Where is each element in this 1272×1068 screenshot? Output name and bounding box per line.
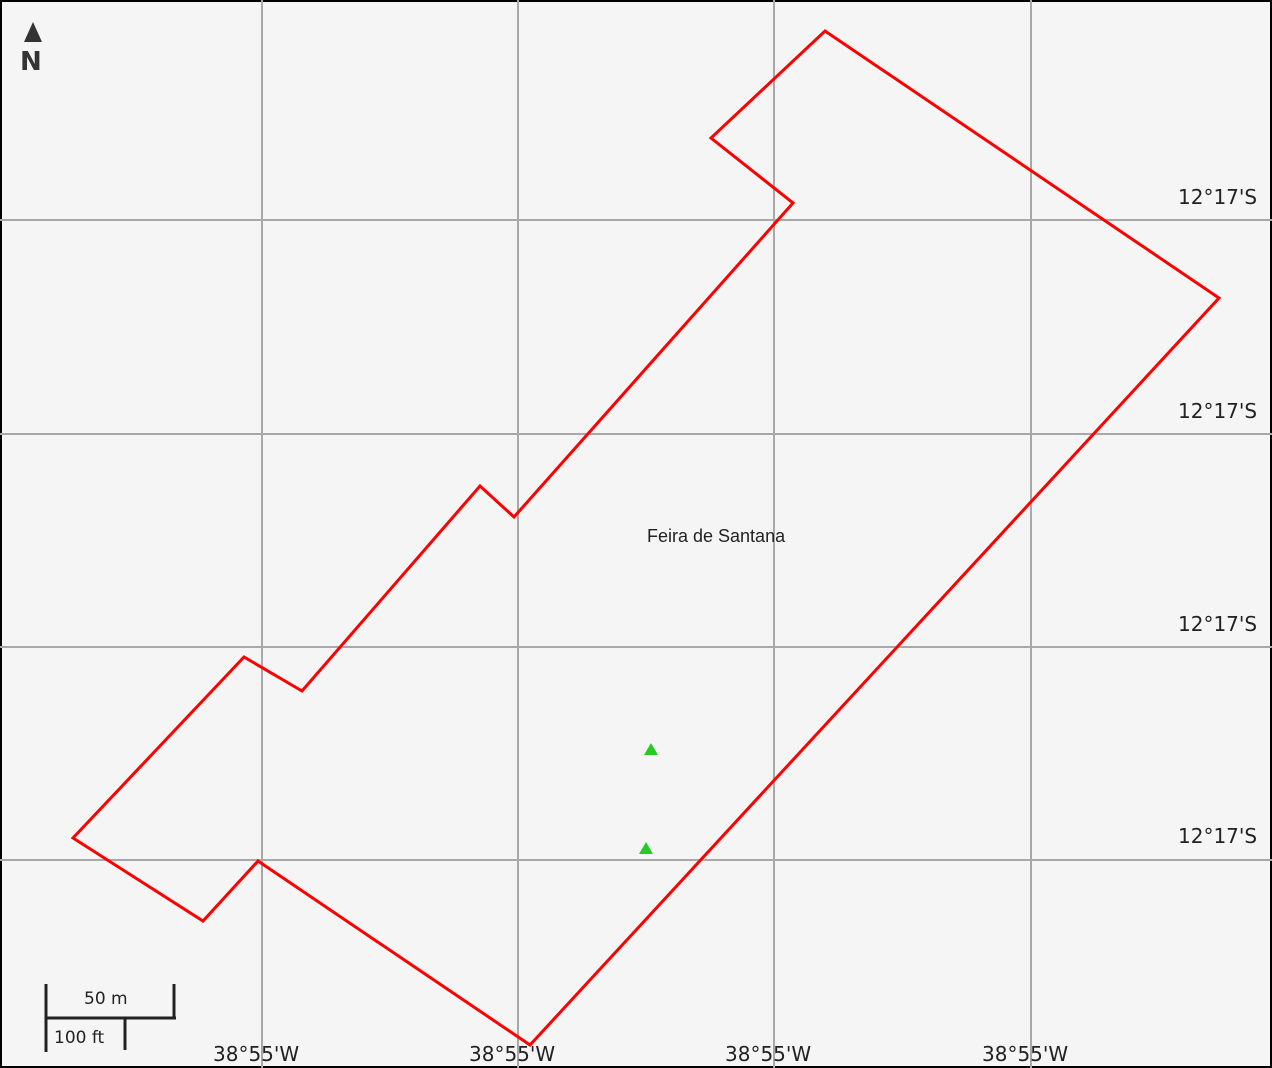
lat-label-4: 12°17'S bbox=[1178, 824, 1257, 848]
north-label: N bbox=[20, 47, 42, 77]
lat-label-2: 12°17'S bbox=[1178, 399, 1257, 423]
marker-triangle-1[interactable] bbox=[644, 743, 658, 755]
scale-bar: 50 m 100 ft bbox=[44, 984, 176, 1052]
lat-label-3: 12°17'S bbox=[1178, 612, 1257, 636]
lon-label-4: 38°55'W bbox=[982, 1042, 1068, 1066]
scale-imperial-label: 100 ft bbox=[54, 1028, 105, 1048]
lon-label-3: 38°55'W bbox=[725, 1042, 811, 1066]
lon-label-2: 38°55'W bbox=[469, 1042, 555, 1066]
north-arrow: N bbox=[20, 22, 42, 77]
lon-label-1: 38°55'W bbox=[213, 1042, 299, 1066]
scale-metric-label: 50 m bbox=[84, 989, 128, 1009]
lat-label-1: 12°17'S bbox=[1178, 185, 1257, 209]
north-arrow-icon bbox=[24, 22, 42, 42]
marker-triangle-2[interactable] bbox=[639, 842, 653, 854]
place-label: Feira de Santana bbox=[647, 526, 786, 546]
boundary-polygon[interactable] bbox=[70, 29, 1222, 1047]
